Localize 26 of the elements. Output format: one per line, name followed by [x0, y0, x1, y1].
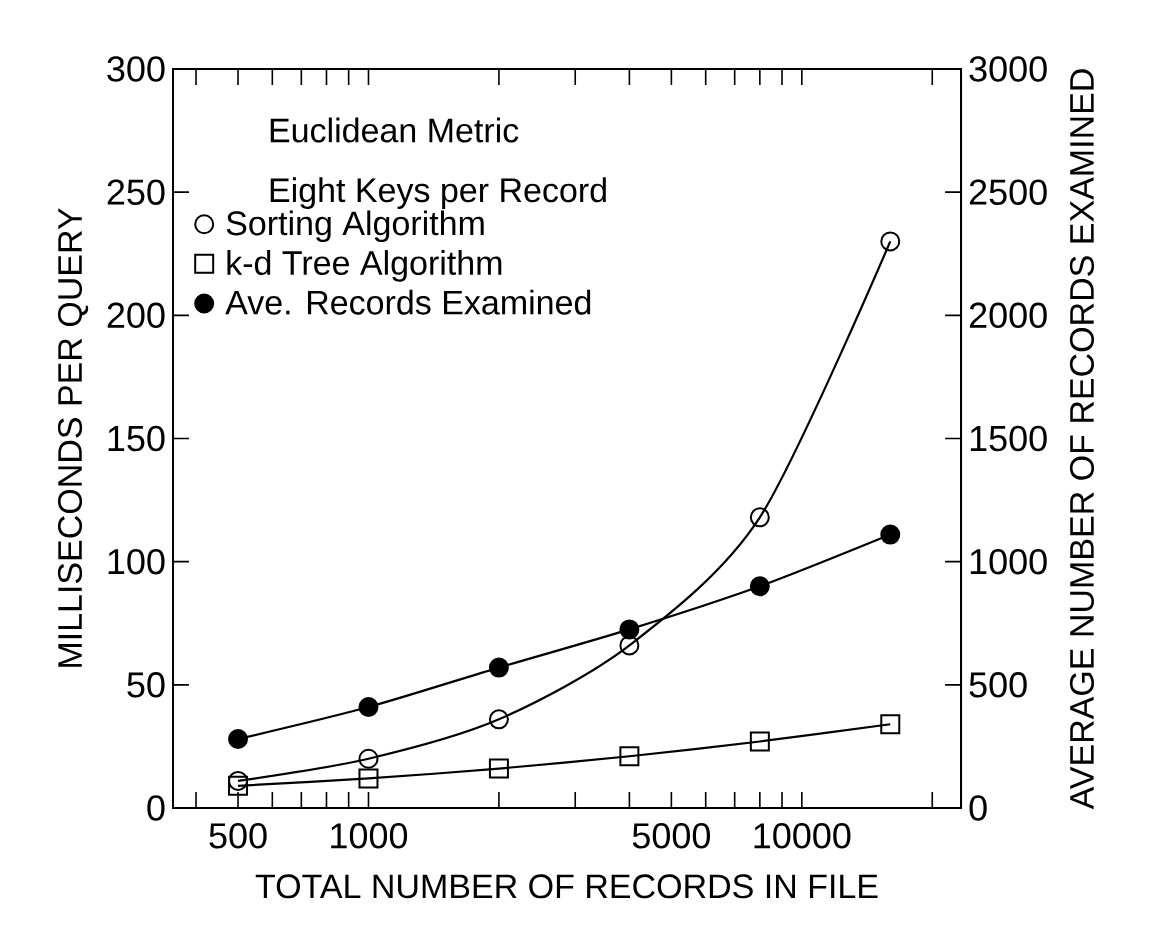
x-tick-label: 500 — [209, 823, 267, 849]
annotation: Eight Keys per Record — [270, 177, 606, 210]
x-tick-label: 10000 — [754, 823, 851, 849]
y-tick-label: 250 — [107, 179, 165, 205]
y-tick-label: 0 — [147, 795, 165, 821]
y-tick-label: 50 — [127, 672, 165, 698]
legend-label: Ave. Records Examined — [225, 289, 591, 315]
y2-tick-label: 0 — [969, 795, 987, 821]
y-tick-label: 300 — [107, 56, 165, 82]
y2-tick-label: 2500 — [969, 179, 1047, 205]
y2-tick-label: 1500 — [970, 425, 1047, 452]
y2-tick-label: 1000 — [970, 548, 1047, 575]
y-axis-title: MILLISECONDS PER QUERY — [57, 208, 89, 667]
y2-axis-title: AVERAGE NUMBER OF RECORDS EXAMINED — [1069, 69, 1094, 810]
y-tick-label: 150 — [108, 425, 165, 452]
y2-tick-label: 3000 — [969, 56, 1047, 82]
legend-label: k-d Tree Algorithm — [227, 250, 502, 282]
x-axis-title: TOTAL NUMBER OF RECORDS IN FILE — [255, 874, 878, 899]
y-tick-label: 200 — [107, 302, 165, 329]
x-tick-label: 1000 — [331, 823, 408, 849]
legend-label: Sorting Algorithm — [226, 210, 484, 243]
annotation: Euclidean Metric — [270, 117, 519, 143]
x-tick-label: 5000 — [632, 823, 711, 849]
y2-tick-label: 500 — [969, 672, 1027, 698]
y2-tick-label: 2000 — [969, 302, 1047, 329]
y-tick-label: 100 — [108, 548, 165, 575]
